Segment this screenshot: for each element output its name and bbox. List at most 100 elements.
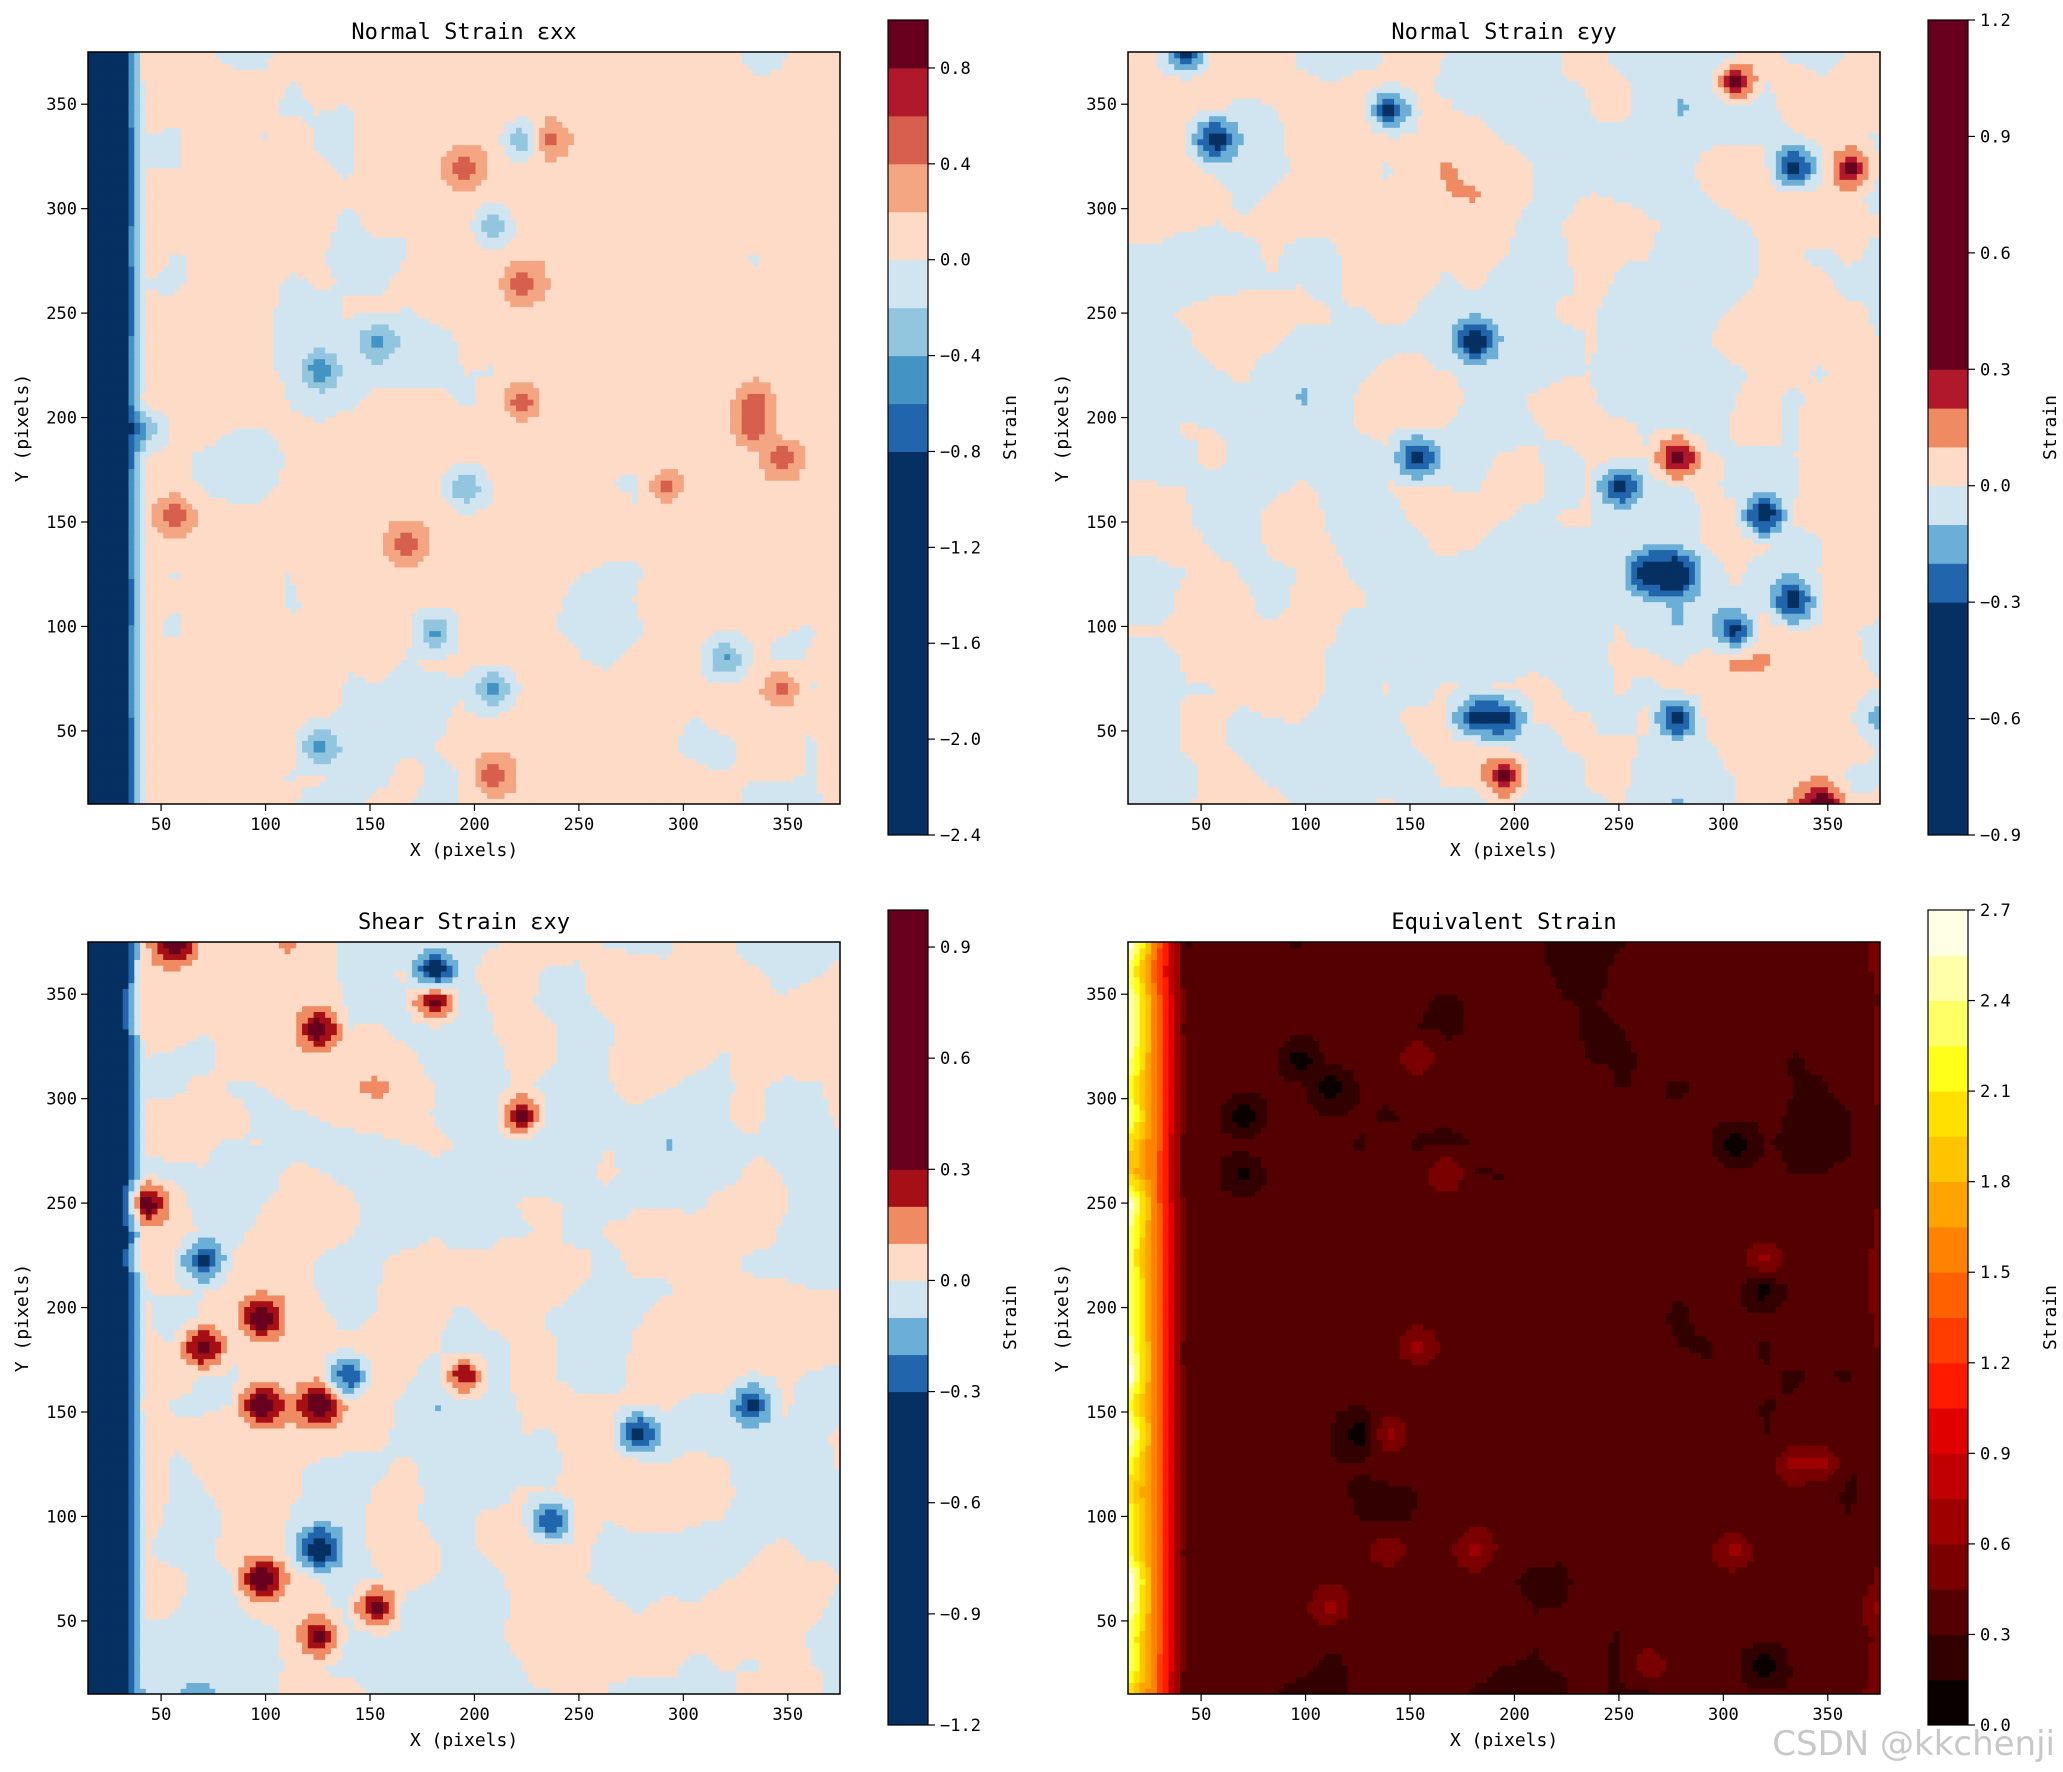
- colorbar-segment: [1928, 910, 1968, 956]
- colorbar-segment: [888, 910, 928, 1170]
- colorbar-segment: [1928, 1634, 1968, 1680]
- colorbar-segment: [1928, 1680, 1968, 1726]
- colorbar-tick-label: −0.3: [940, 1383, 981, 1403]
- colorbar-tick-label: 0.3: [940, 1160, 971, 1180]
- colorbar-tick-label: 0.8: [940, 59, 971, 79]
- colorbar-segment: [1928, 602, 1968, 835]
- colorbar-segment: [1928, 1046, 1968, 1092]
- x-tick-label: 100: [1290, 815, 1321, 835]
- colorbar-segment: [1928, 955, 1968, 1001]
- colorbar-segment: [888, 20, 928, 68]
- y-axis-label: Y (pixels): [12, 374, 33, 482]
- colorbar-tick-label: −1.2: [940, 1716, 981, 1736]
- y-tick-label: 50: [57, 722, 77, 742]
- colorbar-tick-label: 0.0: [940, 251, 971, 271]
- x-tick-label: 50: [1191, 1705, 1211, 1725]
- colorbar-tick-label: −0.6: [1980, 710, 2021, 730]
- y-tick-label: 350: [46, 985, 77, 1005]
- y-tick-label: 300: [1086, 200, 1117, 220]
- colorbar-tick-label: −0.3: [1980, 593, 2021, 613]
- x-tick-label: 200: [459, 815, 490, 835]
- colorbar-segment: [888, 1280, 928, 1318]
- colorbar-tick-label: 0.9: [1980, 127, 2011, 147]
- x-tick-label: 350: [772, 815, 803, 835]
- x-tick-label: 300: [1708, 815, 1739, 835]
- watermark-text: CSDN @kkchenji: [1772, 1724, 2055, 1764]
- subplot-title: Normal Strain εyy: [1391, 20, 1616, 45]
- subplot-title: Shear Strain εxy: [358, 910, 570, 935]
- y-tick-label: 350: [1086, 95, 1117, 115]
- colorbar-segment: [888, 451, 928, 835]
- x-tick-label: 150: [1395, 815, 1426, 835]
- x-tick-label: 300: [668, 815, 699, 835]
- colorbar-segment: [1928, 1453, 1968, 1499]
- x-tick-label: 50: [151, 1705, 171, 1725]
- colorbar-tick-label: 0.3: [1980, 360, 2011, 380]
- x-tick-label: 250: [564, 1705, 595, 1725]
- colorbar-segment: [1928, 447, 1968, 486]
- colorbar-segment: [1928, 486, 1968, 525]
- x-tick-label: 350: [1812, 1705, 1843, 1725]
- colorbar-segment: [888, 1355, 928, 1393]
- strain-field: [88, 942, 841, 1695]
- subplot-title: Equivalent Strain: [1391, 910, 1616, 935]
- y-tick-label: 100: [1086, 617, 1117, 637]
- x-tick-label: 100: [250, 815, 281, 835]
- y-tick-label: 200: [46, 1299, 77, 1319]
- y-tick-label: 150: [1086, 513, 1117, 533]
- y-tick-label: 150: [46, 513, 77, 533]
- colorbar-tick-label: 0.6: [940, 1049, 971, 1069]
- colorbar-tick-label: 1.2: [1980, 11, 2011, 31]
- y-tick-label: 100: [46, 1507, 77, 1527]
- x-tick-label: 250: [564, 815, 595, 835]
- colorbar-segment: [1928, 408, 1968, 447]
- x-tick-label: 150: [355, 1705, 386, 1725]
- x-tick-label: 200: [1499, 815, 1530, 835]
- colorbar-tick-label: 1.8: [1980, 1173, 2011, 1193]
- colorbar-segment: [888, 1206, 928, 1244]
- y-tick-label: 250: [1086, 1194, 1117, 1214]
- colorbar-segment: [1928, 1408, 1968, 1454]
- colorbar-segment: [1928, 1363, 1968, 1409]
- colorbar-tick-label: −1.2: [940, 538, 981, 558]
- colorbar-label: Strain: [1000, 395, 1021, 460]
- colorbar-segment: [888, 1318, 928, 1356]
- colorbar-tick-label: 1.2: [1980, 1354, 2011, 1374]
- x-tick-label: 100: [1290, 1705, 1321, 1725]
- colorbar-segment: [1928, 1589, 1968, 1635]
- y-tick-label: 50: [1097, 1612, 1117, 1632]
- colorbar-segment: [888, 356, 928, 404]
- x-tick-label: 350: [772, 1705, 803, 1725]
- y-tick-label: 200: [46, 409, 77, 429]
- colorbar-segment: [1928, 1499, 1968, 1545]
- colorbar-tick-label: −0.6: [940, 1494, 981, 1514]
- colorbar-tick-label: 2.4: [1980, 992, 2011, 1012]
- colorbar-segment: [1928, 525, 1968, 564]
- colorbar-tick-label: 2.1: [1980, 1082, 2011, 1102]
- y-tick-label: 250: [1086, 304, 1117, 324]
- x-tick-label: 150: [1395, 1705, 1426, 1725]
- colorbar-segment: [1928, 369, 1968, 408]
- x-axis-label: X (pixels): [410, 1730, 518, 1751]
- colorbar-tick-label: −0.9: [940, 1605, 981, 1625]
- x-axis-label: X (pixels): [410, 840, 518, 861]
- colorbar-segment: [888, 308, 928, 356]
- colorbar-segment: [1928, 563, 1968, 602]
- x-tick-label: 250: [1604, 815, 1635, 835]
- x-tick-label: 100: [250, 1705, 281, 1725]
- x-tick-label: 350: [1812, 815, 1843, 835]
- colorbar-segment: [1928, 1227, 1968, 1273]
- x-tick-label: 300: [1708, 1705, 1739, 1725]
- y-tick-label: 150: [1086, 1403, 1117, 1423]
- colorbar-segment: [1928, 1544, 1968, 1590]
- colorbar-tick-label: −2.0: [940, 730, 981, 750]
- colorbar-segment: [888, 1243, 928, 1281]
- x-axis-label: X (pixels): [1450, 840, 1558, 861]
- colorbar-segment: [888, 68, 928, 116]
